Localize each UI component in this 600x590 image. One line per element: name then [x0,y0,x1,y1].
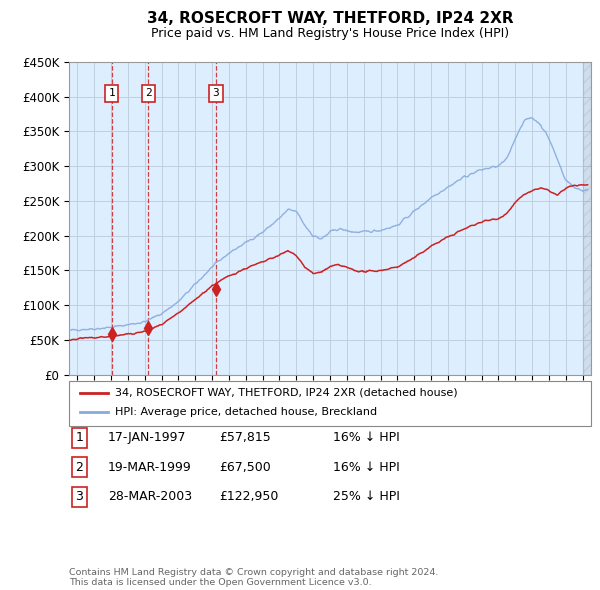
Text: HPI: Average price, detached house, Breckland: HPI: Average price, detached house, Brec… [115,407,377,417]
Text: 2: 2 [75,461,83,474]
Text: 3: 3 [212,88,220,98]
Text: 3: 3 [75,490,83,503]
Bar [583,62,591,375]
Text: £57,815: £57,815 [219,431,271,444]
Text: 1: 1 [75,431,83,444]
Text: Contains HM Land Registry data © Crown copyright and database right 2024.: Contains HM Land Registry data © Crown c… [69,568,439,577]
Text: 19-MAR-1999: 19-MAR-1999 [108,461,192,474]
Text: 28-MAR-2003: 28-MAR-2003 [108,490,192,503]
Text: £67,500: £67,500 [219,461,271,474]
Text: 34, ROSECROFT WAY, THETFORD, IP24 2XR: 34, ROSECROFT WAY, THETFORD, IP24 2XR [146,11,514,27]
Text: 2: 2 [145,88,152,98]
Text: £122,950: £122,950 [219,490,278,503]
Text: 17-JAN-1997: 17-JAN-1997 [108,431,187,444]
Text: 16% ↓ HPI: 16% ↓ HPI [333,431,400,444]
Text: 25% ↓ HPI: 25% ↓ HPI [333,490,400,503]
Text: 16% ↓ HPI: 16% ↓ HPI [333,461,400,474]
Text: 1: 1 [109,88,115,98]
Text: Price paid vs. HM Land Registry's House Price Index (HPI): Price paid vs. HM Land Registry's House … [151,27,509,40]
Text: 34, ROSECROFT WAY, THETFORD, IP24 2XR (detached house): 34, ROSECROFT WAY, THETFORD, IP24 2XR (d… [115,388,458,398]
Text: This data is licensed under the Open Government Licence v3.0.: This data is licensed under the Open Gov… [69,578,371,588]
